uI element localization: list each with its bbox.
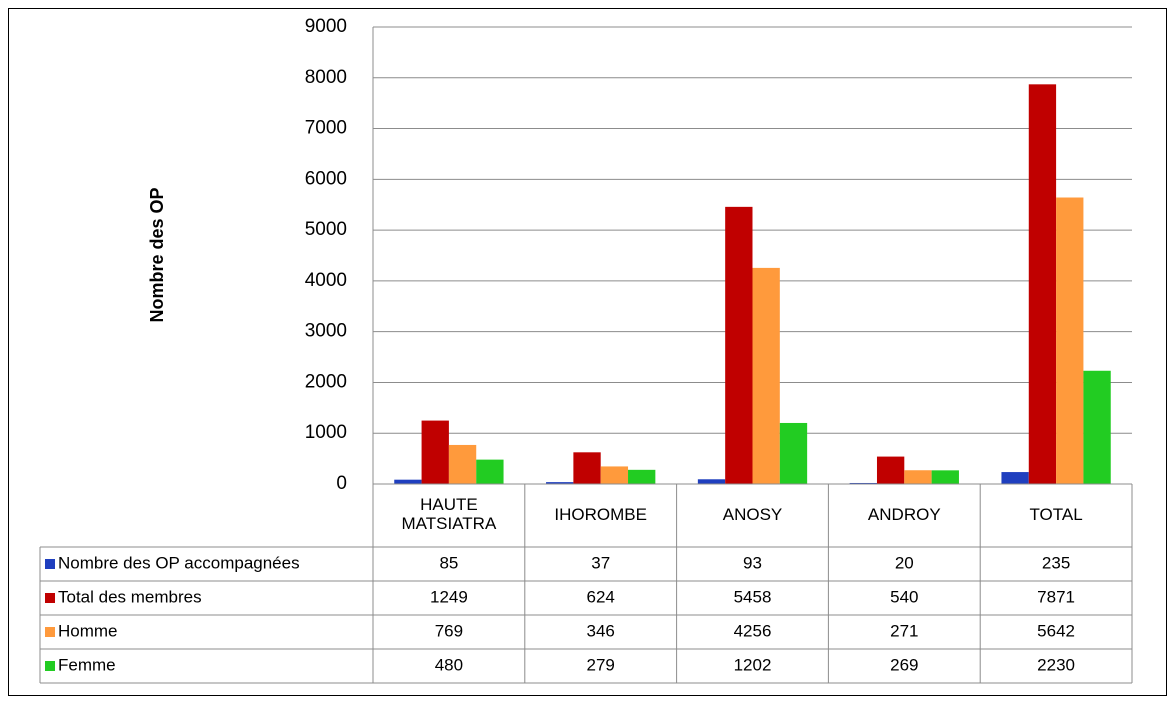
bar	[725, 206, 753, 484]
table-value: 5458	[734, 587, 772, 606]
table-value: 269	[890, 655, 918, 674]
x-tick-label: IHOROMBE	[554, 505, 647, 524]
bar	[476, 459, 504, 484]
table-value: 235	[1042, 553, 1070, 572]
bar	[752, 267, 780, 484]
table-value: 624	[587, 587, 615, 606]
legend-label: Total des membres	[58, 587, 202, 606]
y-tick-label: 9000	[305, 16, 347, 37]
table-value: 279	[587, 655, 615, 674]
bar	[779, 422, 808, 484]
legend-label: Homme	[58, 621, 118, 640]
table-value: 769	[435, 621, 463, 640]
y-tick-label: 6000	[305, 168, 347, 189]
legend-swatch	[45, 627, 55, 637]
table-value: 37	[591, 553, 610, 572]
table-value: 480	[435, 655, 463, 674]
bar	[1083, 370, 1111, 484]
y-tick-label: 2000	[305, 371, 347, 392]
y-tick-label: 5000	[305, 219, 347, 240]
table-value: 1249	[430, 587, 468, 606]
y-tick-label: 3000	[305, 321, 347, 342]
table-value: 5642	[1037, 621, 1075, 640]
x-tick-label: ANDROY	[868, 505, 941, 524]
legend-label: Femme	[58, 655, 116, 674]
table-value: 85	[439, 553, 458, 572]
bar	[421, 420, 449, 484]
legend-swatch	[45, 661, 55, 671]
y-tick-label: 4000	[305, 270, 347, 291]
y-tick-label: 7000	[305, 118, 347, 139]
x-tick-label: TOTAL	[1029, 505, 1082, 524]
bar	[573, 452, 601, 484]
table-value: 2230	[1037, 655, 1075, 674]
bar	[849, 482, 877, 484]
table-value: 346	[587, 621, 615, 640]
table-value: 271	[890, 621, 918, 640]
y-tick-label: 1000	[305, 422, 347, 443]
bar	[876, 456, 905, 484]
table-value: 20	[895, 553, 914, 572]
legend-swatch	[45, 593, 55, 603]
bar	[904, 470, 932, 484]
bar	[394, 479, 422, 484]
bar	[1028, 84, 1057, 484]
table-value: 7871	[1037, 587, 1075, 606]
y-tick-label: 0	[336, 473, 347, 494]
table-value: 540	[890, 587, 918, 606]
bar	[448, 444, 477, 484]
legend-swatch	[45, 559, 55, 569]
table-value: 1202	[734, 655, 772, 674]
bar	[1056, 197, 1084, 484]
legend-label: Nombre des OP accompagnées	[58, 553, 300, 572]
y-tick-label: 8000	[305, 67, 347, 88]
bar	[600, 466, 629, 484]
bar	[1001, 472, 1029, 484]
x-tick-label: HAUTE MATSIATRA	[402, 495, 497, 533]
bar	[628, 469, 656, 484]
bar	[546, 482, 574, 484]
bar	[697, 479, 726, 484]
table-value: 4256	[734, 621, 772, 640]
table-value: 93	[743, 553, 762, 572]
x-tick-label: ANOSY	[723, 505, 783, 524]
y-axis-label: Nombre des OP	[147, 187, 167, 322]
bar	[931, 470, 959, 484]
